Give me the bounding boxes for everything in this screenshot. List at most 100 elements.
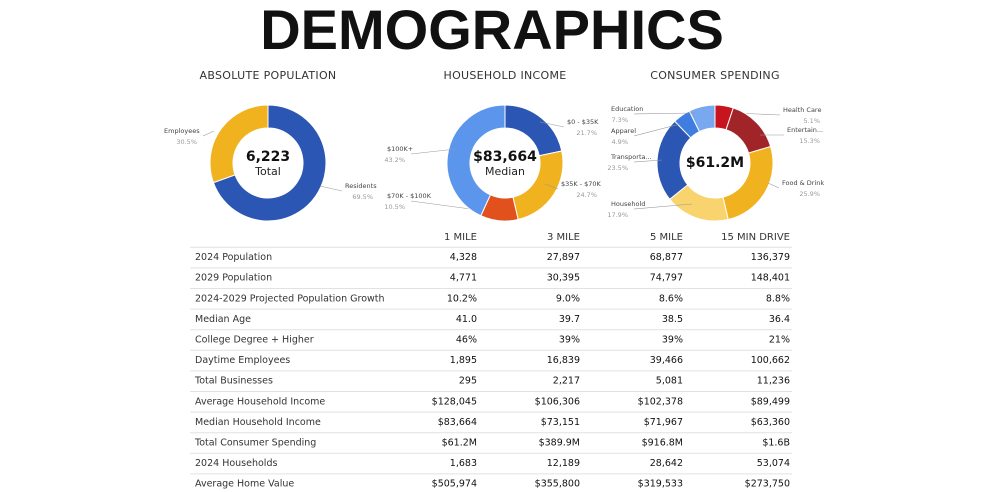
row-label: 2024 Households xyxy=(195,458,277,469)
donut-slice xyxy=(688,104,716,133)
slice-percent: 21.7% xyxy=(576,129,597,137)
cell-value: 8.8% xyxy=(766,293,790,304)
slice-percent: 4.9% xyxy=(611,138,628,146)
cell-value: $1.6B xyxy=(762,438,790,449)
row-label: 2024 Population xyxy=(195,252,272,263)
slice-label: Entertain... xyxy=(787,126,823,134)
slice-percent: 10.5% xyxy=(384,203,405,211)
cell-value: $102,378 xyxy=(638,396,683,407)
cell-value: 46% xyxy=(456,335,477,346)
row-label: Total Consumer Spending xyxy=(194,438,316,449)
row-label: Median Age xyxy=(195,314,251,325)
slice-label: $35K - $70K xyxy=(561,180,602,188)
slice-label: Residents xyxy=(345,182,377,190)
cell-value: 39,466 xyxy=(650,355,683,366)
cell-value: 41.0 xyxy=(456,314,477,325)
page-title: DEMOGRAPHICS xyxy=(260,0,724,61)
chart-title: HOUSEHOLD INCOME xyxy=(444,69,567,82)
cell-value: 10.2% xyxy=(447,293,477,304)
cell-value: $505,974 xyxy=(432,479,477,490)
slice-percent: 5.1% xyxy=(803,117,820,125)
cell-value: 74,797 xyxy=(650,273,683,284)
slice-percent: 25.9% xyxy=(799,190,820,198)
slice-label: Transporta... xyxy=(610,153,652,161)
slice-label: Employees xyxy=(164,127,200,135)
cell-value: $128,045 xyxy=(432,396,477,407)
slice-percent: 17.9% xyxy=(607,211,628,219)
row-label: 2024-2029 Projected Population Growth xyxy=(195,293,385,304)
cell-value: 1,895 xyxy=(450,355,477,366)
cell-value: $71,967 xyxy=(644,417,683,428)
slice-label: $0 - $35K xyxy=(567,118,599,126)
cell-value: 4,328 xyxy=(450,252,477,263)
cell-value: $61.2M xyxy=(442,438,477,449)
cell-value: 9.0% xyxy=(556,293,580,304)
leader-line xyxy=(544,183,559,190)
row-label: College Degree + Higher xyxy=(195,335,314,346)
cell-value: 16,839 xyxy=(547,355,580,366)
slice-label: $100K+ xyxy=(387,145,413,153)
row-label: Average Home Value xyxy=(195,479,294,490)
slice-label: Health Care xyxy=(783,106,821,114)
slice-label: Education xyxy=(611,105,643,113)
cell-value: $89,499 xyxy=(751,396,790,407)
cell-value: $319,533 xyxy=(638,479,683,490)
column-header: 5 MILE xyxy=(650,232,683,243)
cell-value: 1,683 xyxy=(450,458,477,469)
donut-slice xyxy=(725,107,772,154)
cell-value: 28,642 xyxy=(650,458,683,469)
slice-percent: 69.5% xyxy=(352,193,373,201)
donut-slice xyxy=(446,104,506,217)
cell-value: 4,771 xyxy=(450,273,477,284)
center-label: Total xyxy=(254,165,281,178)
cell-value: 39.7 xyxy=(559,314,580,325)
slice-percent: 30.5% xyxy=(176,138,197,146)
cell-value: 21% xyxy=(769,335,790,346)
leader-line xyxy=(410,200,479,211)
leader-line xyxy=(633,123,681,137)
row-label: Median Household Income xyxy=(195,417,321,428)
leader-line xyxy=(539,121,565,128)
cell-value: 295 xyxy=(459,376,477,387)
slice-label: $70K - $100K xyxy=(387,192,432,200)
cell-value: $83,664 xyxy=(438,417,477,428)
column-header: 15 MIN DRIVE xyxy=(721,232,790,243)
donut-slice xyxy=(209,104,269,184)
column-header: 3 MILE xyxy=(547,232,580,243)
slice-percent: 7.3% xyxy=(611,116,628,124)
slice-percent: 24.7% xyxy=(576,191,597,199)
cell-value: 68,877 xyxy=(650,252,683,263)
cell-value: $389.9M xyxy=(539,438,580,449)
center-value: $61.2M xyxy=(686,155,744,171)
leader-line xyxy=(767,182,780,189)
row-label: 2029 Population xyxy=(195,273,272,284)
leader-line xyxy=(633,112,696,115)
slice-percent: 43.2% xyxy=(384,156,405,164)
cell-value: 30,395 xyxy=(547,273,580,284)
cell-value: 39% xyxy=(559,335,580,346)
donut-slice xyxy=(212,104,327,222)
leader-line xyxy=(633,203,693,210)
cell-value: 2,217 xyxy=(553,376,580,387)
slice-label: Food & Drink xyxy=(782,179,824,187)
cell-value: 148,401 xyxy=(751,273,790,284)
center-value: $83,664 xyxy=(473,149,537,165)
cell-value: 12,189 xyxy=(547,458,580,469)
cell-value: 5,081 xyxy=(656,376,683,387)
slice-percent: 15.3% xyxy=(799,137,820,145)
slice-label: Household xyxy=(611,200,645,208)
column-header: 1 MILE xyxy=(444,232,477,243)
center-label: Median xyxy=(485,165,525,178)
leader-line xyxy=(202,130,215,137)
cell-value: 136,379 xyxy=(751,252,790,263)
row-label: Total Businesses xyxy=(194,376,273,387)
center-value: 6,223 xyxy=(246,149,290,165)
cell-value: $916.8M xyxy=(642,438,683,449)
row-label: Average Household Income xyxy=(195,396,325,407)
cell-value: 53,074 xyxy=(757,458,790,469)
cell-value: 27,897 xyxy=(547,252,580,263)
cell-value: $106,306 xyxy=(535,396,580,407)
cell-value: $355,800 xyxy=(535,479,580,490)
slice-label: Apparel xyxy=(611,127,636,135)
